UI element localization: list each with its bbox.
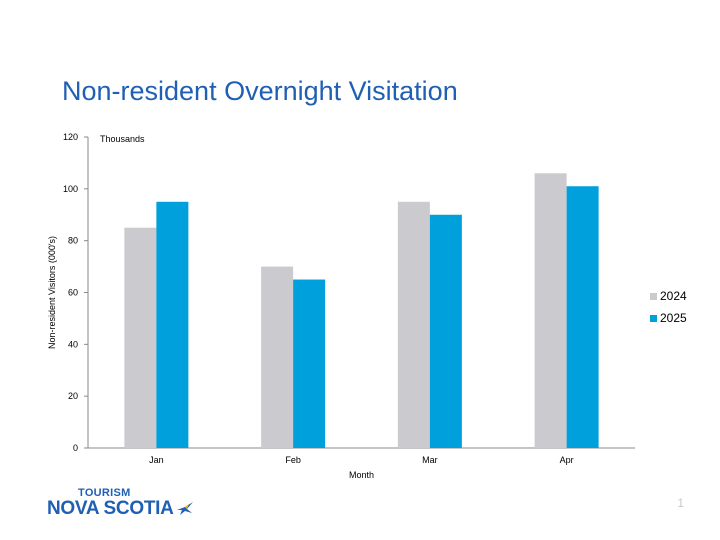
y-tick-label-120: 120 [63,132,78,142]
bar-2025-jan [156,201,189,448]
slide-title: Non-resident Overnight Visitation [62,76,458,106]
bar-2024-jan [124,227,157,448]
legend-swatch-2024 [650,292,657,300]
unit-label: Thousands [100,134,145,144]
bar-2024-feb [261,266,294,448]
y-tick-label-100: 100 [63,184,78,194]
bar-2025-feb [293,279,326,448]
y-axis-title: Non-resident Visitors (000's) [47,236,57,349]
bar-2025-apr [566,186,599,448]
bar-2025-mar [429,214,462,448]
y-tick-label-20: 20 [68,391,78,401]
chart-legend: 2024 2025 [650,285,687,329]
y-tick-label-40: 40 [68,339,78,349]
bird-icon [176,502,193,515]
x-tick-label-jan: Jan [149,455,164,465]
logo-text-nova-scotia: NOVA SCOTIA [47,498,174,519]
bar-2024-mar [397,201,430,448]
legend-label-2024: 2024 [660,289,687,303]
x-tick-label-feb: Feb [285,455,301,465]
page-number: 1 [677,496,684,510]
tourism-nova-scotia-logo: TOURISM NOVA SCOTIA [47,487,194,519]
y-tick-label-0: 0 [73,443,78,453]
x-tick-label-mar: Mar [422,455,438,465]
legend-swatch-2025 [650,314,657,322]
y-tick-label-60: 60 [68,288,78,298]
legend-item-2024: 2024 [650,285,687,307]
x-tick-label-apr: Apr [560,455,574,465]
x-axis-title: Month [349,470,374,480]
logo-text-tourism: TOURISM [78,487,131,499]
y-tick-label-80: 80 [68,236,78,246]
legend-item-2025: 2025 [650,307,687,329]
legend-label-2025: 2025 [660,311,687,325]
bar-2024-apr [534,173,567,449]
